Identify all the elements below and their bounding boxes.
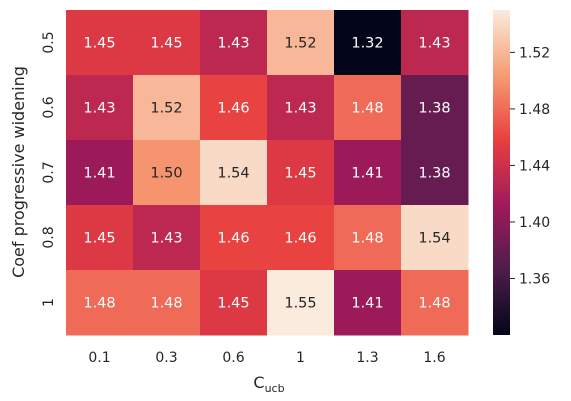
cell-value-label: 1.52 [150, 101, 182, 117]
cell-value-label: 1.54 [217, 166, 249, 182]
heatmap-cell [401, 270, 469, 336]
heatmap-cell [133, 205, 201, 271]
y-tick-label: 0.6 [41, 96, 57, 118]
heatmap-cell [200, 205, 268, 271]
cell-value-label: 1.45 [83, 36, 115, 52]
cell-value-label: 1.46 [217, 101, 249, 117]
cell-value-label: 1.54 [418, 231, 450, 247]
heatmap-cell [200, 140, 268, 206]
cell-value-label: 1.48 [351, 231, 383, 247]
cell-value-label: 1.43 [83, 101, 115, 117]
heatmap-cell [133, 75, 201, 141]
heatmap-cell [133, 270, 201, 336]
heatmap-cell [267, 10, 335, 76]
cell-value-label: 1.55 [284, 296, 316, 312]
cell-value-label: 1.38 [418, 166, 450, 182]
heatmap-cell [66, 75, 134, 141]
heatmap-cell [401, 205, 469, 271]
x-axis-label: Cucb [253, 373, 284, 395]
y-tick-label: 1 [41, 298, 57, 307]
cell-value-label: 1.43 [284, 101, 316, 117]
x-tick-label: 1.6 [423, 350, 445, 366]
heatmap-cell [334, 10, 402, 76]
cell-value-label: 1.50 [150, 166, 182, 182]
heatmap-cell [200, 270, 268, 336]
cell-value-label: 1.46 [217, 231, 249, 247]
colorbar [493, 10, 510, 335]
cell-value-label: 1.48 [351, 101, 383, 117]
cell-value-label: 1.43 [150, 231, 182, 247]
x-tick-label: 0.6 [222, 350, 244, 366]
x-tick-label: 1.3 [356, 350, 378, 366]
heatmap-cell [267, 270, 335, 336]
cell-value-label: 1.41 [83, 166, 115, 182]
y-axis-label: Coef progressive widening [9, 66, 28, 278]
x-tick-label: 1 [296, 350, 305, 366]
heatmap-cell [200, 10, 268, 76]
cell-value-label: 1.43 [217, 36, 249, 52]
heatmap-cell [66, 205, 134, 271]
heatmap-cell [267, 75, 335, 141]
cell-value-label: 1.41 [351, 296, 383, 312]
y-tick-label: 0.5 [41, 31, 57, 53]
cell-value-label: 1.45 [284, 166, 316, 182]
heatmap-cell [401, 75, 469, 141]
heatmap-cell [401, 140, 469, 206]
cell-value-label: 1.48 [418, 296, 450, 312]
heatmap-cell [334, 75, 402, 141]
cell-value-label: 1.45 [83, 231, 115, 247]
cell-value-label: 1.48 [150, 296, 182, 312]
heatmap-cell [334, 140, 402, 206]
cell-value-label: 1.43 [418, 36, 450, 52]
colorbar-tick-label: 1.36 [519, 271, 550, 287]
cell-value-label: 1.32 [351, 36, 383, 52]
colorbar-ticks: 1.36 1.40 1.44 1.48 1.52 [510, 45, 550, 287]
heatmap-cell [66, 140, 134, 206]
colorbar-tick-label: 1.40 [519, 215, 550, 231]
heatmap-cells: 1.45 1.45 1.43 1.52 1.32 1.43 1.43 1.52 1.46 1.43… [66, 10, 469, 336]
cell-value-label: 1.52 [284, 36, 316, 52]
heatmap-cell [66, 10, 134, 76]
heatmap-cell [66, 270, 134, 336]
heatmap-cell [334, 205, 402, 271]
x-tick-label: 0.1 [88, 350, 110, 366]
heatmap-cell [133, 140, 201, 206]
cell-value-label: 1.45 [217, 296, 249, 312]
y-tick-label: 0.8 [41, 226, 57, 248]
cell-value-label: 1.46 [284, 231, 316, 247]
y-tick-label: 0.7 [41, 161, 57, 183]
heatmap-cell [401, 10, 469, 76]
heatmap-cell [133, 10, 201, 76]
colorbar-tick-label: 1.52 [519, 45, 550, 61]
heatmap-cell [200, 75, 268, 141]
heatmap-cell [267, 205, 335, 271]
x-tick-label: 0.3 [155, 350, 177, 366]
x-axis-ticks: 0.1 0.3 0.6 1 1.3 1.6 [88, 350, 445, 366]
heatmap-cell [334, 270, 402, 336]
heatmap-cell [267, 140, 335, 206]
colorbar-tick-label: 1.44 [519, 158, 550, 174]
colorbar-tick-label: 1.48 [519, 102, 550, 118]
cell-value-label: 1.48 [83, 296, 115, 312]
cell-value-label: 1.45 [150, 36, 182, 52]
cell-value-label: 1.41 [351, 166, 383, 182]
y-axis-ticks: 0.5 0.6 0.7 0.8 1 [41, 31, 57, 307]
cell-value-label: 1.38 [418, 101, 450, 117]
